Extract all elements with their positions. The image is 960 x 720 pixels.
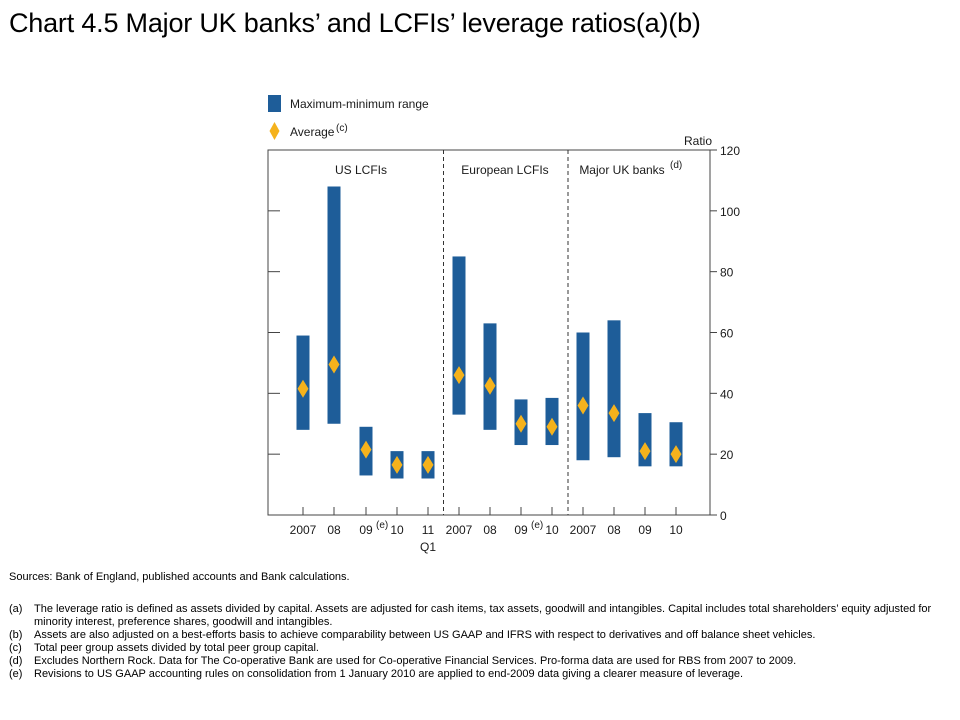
x-tick-label: 10 xyxy=(545,523,559,537)
footnote-b: (b) Assets are also adjusted on a best-e… xyxy=(9,629,957,642)
footnote-marker: (d) xyxy=(9,655,23,667)
y-tick-label: 60 xyxy=(720,327,734,341)
footnote-a: (a) The leverage ratio is defined as ass… xyxy=(9,603,957,629)
footnote-d: (d) Excludes Northern Rock. Data for The… xyxy=(9,655,957,668)
x-tick-label: 2007 xyxy=(446,523,473,537)
average-marker xyxy=(639,442,651,461)
footnote-text: Excludes Northern Rock. Data for The Co-… xyxy=(34,655,797,667)
x-tick-note: (e) xyxy=(376,520,388,531)
x-tick-label: 2007 xyxy=(290,523,317,537)
x-tick-note: (e) xyxy=(531,520,543,531)
legend-range-label: Maximum-minimum range xyxy=(290,97,429,111)
average-marker xyxy=(577,396,589,415)
x-tick-label: 2007 xyxy=(570,523,597,537)
y-tick-label: 100 xyxy=(720,205,740,219)
x-tick-label: 08 xyxy=(607,523,621,537)
group-label: US LCFIs xyxy=(335,163,387,177)
range-bar xyxy=(327,186,341,424)
x-tick-label: 08 xyxy=(327,523,341,537)
y-axis-label: Ratio xyxy=(684,134,712,148)
average-marker xyxy=(422,455,434,474)
group-label: Major UK banks xyxy=(579,163,664,177)
y-tick-label: 20 xyxy=(720,448,734,462)
footnote-text: Total peer group assets divided by total… xyxy=(34,642,319,654)
average-marker xyxy=(328,355,340,374)
footnote-marker: (c) xyxy=(9,642,22,654)
footnote-marker: (a) xyxy=(9,603,23,615)
average-marker xyxy=(515,414,527,433)
average-marker xyxy=(297,379,309,398)
average-marker xyxy=(391,455,403,474)
footnotes: (a) The leverage ratio is defined as ass… xyxy=(9,603,957,681)
range-bar xyxy=(607,320,621,458)
y-tick-label: 0 xyxy=(720,509,727,523)
footnote-text: Revisions to US GAAP accounting rules on… xyxy=(34,668,744,680)
footnote-c: (c) Total peer group assets divided by t… xyxy=(9,642,957,655)
average-marker xyxy=(546,417,558,436)
x-tick-label: 09 xyxy=(514,523,528,537)
average-marker xyxy=(453,366,465,385)
x-tick-label: 10 xyxy=(669,523,683,537)
legend-range-swatch xyxy=(268,95,281,112)
x-tick-sublabel: Q1 xyxy=(420,540,436,554)
leverage-chart: Maximum-minimum range Average (c) 0 20 40 60 80… xyxy=(267,95,740,554)
average-marker xyxy=(670,445,682,464)
legend-average-swatch xyxy=(269,122,280,140)
group-label-note: (d) xyxy=(670,160,682,171)
average-marker xyxy=(484,376,496,395)
y-tick-label: 120 xyxy=(720,144,740,158)
x-tick-label: 10 xyxy=(390,523,404,537)
footnote-text: The leverage ratio is defined as assets … xyxy=(34,603,932,628)
x-tick-label: 09 xyxy=(359,523,373,537)
range-bar xyxy=(452,256,466,415)
group-label: European LCFIs xyxy=(461,163,548,177)
x-tick-label: 08 xyxy=(483,523,497,537)
footnote-marker: (b) xyxy=(9,629,23,641)
y-tick-label: 80 xyxy=(720,266,734,280)
footnote-e: (e) Revisions to US GAAP accounting rule… xyxy=(9,668,957,681)
range-bar xyxy=(483,323,497,430)
chart-title: Chart 4.5 Major UK banks’ and LCFIs’ lev… xyxy=(9,8,701,38)
legend-average-note: (c) xyxy=(336,123,348,134)
x-tick-label: 09 xyxy=(638,523,652,537)
footnote-text: Assets are also adjusted on a best-effor… xyxy=(34,629,816,641)
average-marker xyxy=(360,440,372,459)
sources-note: Sources: Bank of England, published acco… xyxy=(9,571,350,583)
legend-average-label: Average xyxy=(290,125,335,139)
footnote-marker: (e) xyxy=(9,668,23,680)
average-marker xyxy=(608,404,620,423)
range-bar xyxy=(576,332,590,461)
x-tick-label: 11 xyxy=(422,523,435,537)
y-tick-label: 40 xyxy=(720,387,734,401)
